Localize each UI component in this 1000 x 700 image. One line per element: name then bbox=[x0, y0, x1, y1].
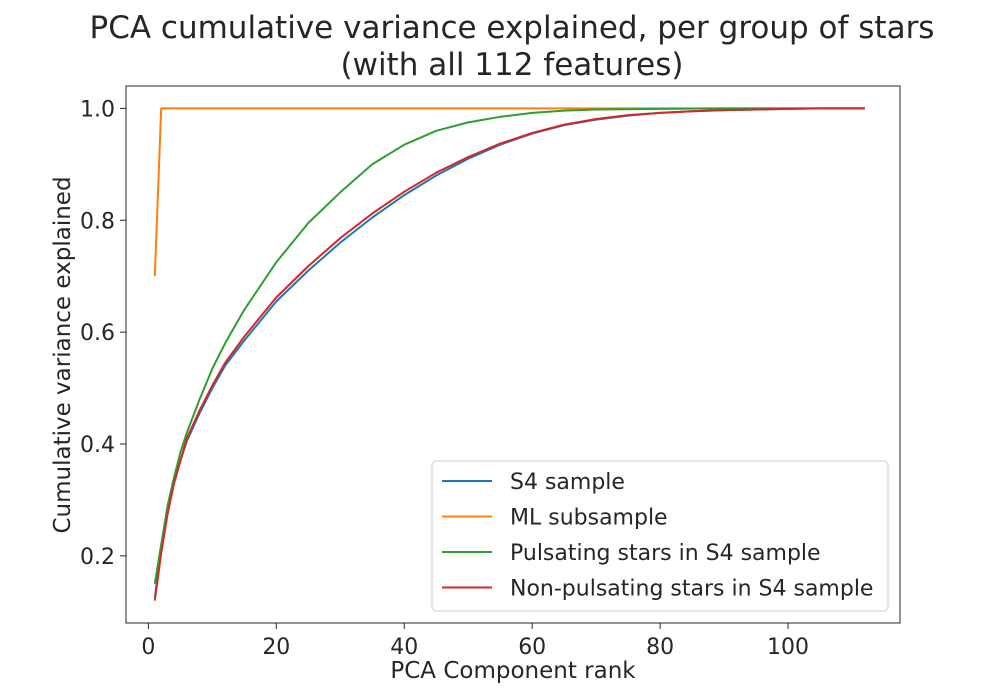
legend-items: S4 sample ML subsample Pulsating stars in … bbox=[442, 470, 873, 602]
x-tick-label: 80 bbox=[646, 635, 674, 660]
chart-title-line-1: PCA cumulative variance explained, per g… bbox=[90, 10, 935, 46]
y-tick-label: 0.2 bbox=[80, 545, 115, 570]
chart-title-line-2: (with all 112 features) bbox=[341, 47, 684, 83]
series-line-non-pulsating-stars-in-s4-sample bbox=[153, 107, 865, 601]
y-tick-label: 1.0 bbox=[80, 97, 115, 122]
x-tick-label: 40 bbox=[390, 635, 418, 660]
legend-box bbox=[431, 460, 889, 612]
legend-label-ml-subsample: ML subsample bbox=[510, 506, 668, 531]
legend: S4 sample ML subsample Pulsating stars in … bbox=[431, 460, 889, 612]
y-tick-label: 0.4 bbox=[80, 433, 115, 458]
series-line-ml-subsample bbox=[153, 107, 865, 277]
y-tick-label: 0.6 bbox=[80, 321, 115, 346]
series-line-pulsating-stars-in-s4-sample bbox=[153, 107, 865, 584]
y-axis-label: Cumulative variance explained bbox=[50, 176, 76, 533]
legend-label-pulsating-stars-in-s4-sample: Pulsating stars in S4 sample bbox=[510, 541, 821, 566]
plot-area-frame bbox=[125, 85, 901, 624]
y-axis-ticks: 0.2 0.4 0.6 0.8 1.0 bbox=[80, 97, 126, 570]
chart-title: PCA cumulative variance explained, per g… bbox=[90, 10, 935, 83]
series-lines bbox=[153, 107, 865, 601]
x-tick-label: 60 bbox=[518, 635, 546, 660]
x-tick-label: 100 bbox=[767, 635, 809, 660]
x-axis-label: PCA Component rank bbox=[390, 658, 636, 684]
x-tick-label: 0 bbox=[141, 635, 155, 660]
x-tick-label: 20 bbox=[262, 635, 290, 660]
legend-label-non-pulsating-stars-in-s4-sample: Non-pulsating stars in S4 sample bbox=[510, 577, 873, 602]
y-tick-label: 0.8 bbox=[80, 209, 115, 234]
legend-label-s4-sample: S4 sample bbox=[510, 470, 625, 495]
x-axis-ticks: 0 20 40 60 80 100 bbox=[141, 623, 809, 660]
